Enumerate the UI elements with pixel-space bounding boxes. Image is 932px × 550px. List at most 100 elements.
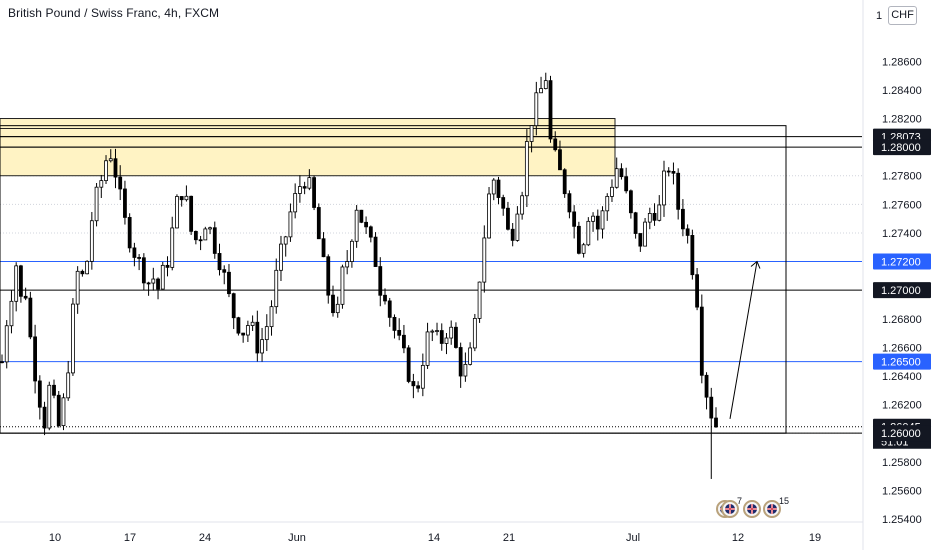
time-tick-label: Jun — [288, 532, 306, 544]
candle-body — [274, 269, 279, 308]
candle-body — [33, 336, 37, 382]
candle-body — [47, 384, 52, 429]
candle-body — [146, 282, 151, 285]
price-tag-background — [873, 282, 931, 299]
uk-flag-icon[interactable] — [743, 500, 761, 518]
candle-body — [118, 176, 123, 190]
candle-body — [340, 266, 345, 305]
range-box-rectangle[interactable] — [0, 125, 787, 434]
time-tick-label: 12 — [732, 532, 744, 544]
price-tag: 1.28000 — [873, 139, 931, 156]
candle-body — [279, 243, 283, 271]
time-tick-label: 10 — [49, 532, 61, 544]
candle-body — [264, 326, 269, 341]
price-tag: 1.27000 — [873, 282, 931, 299]
candle-body — [307, 177, 312, 189]
candle-body — [293, 193, 298, 213]
candle-body — [628, 190, 633, 214]
candle-body — [416, 385, 421, 389]
uk-flag-icon[interactable]: 7 — [721, 496, 742, 518]
candle-body — [444, 337, 449, 344]
candle-body — [231, 293, 236, 319]
candle-body — [89, 220, 94, 262]
price-tick-label: 1.27600 — [882, 199, 922, 211]
candle-body — [297, 186, 302, 194]
candle-body — [28, 297, 33, 338]
candle-body — [42, 406, 47, 429]
price-tag-background — [873, 353, 931, 370]
candle-body — [354, 209, 359, 242]
candle-body — [576, 225, 581, 254]
candle-body — [160, 264, 165, 290]
candle-body — [463, 363, 468, 377]
candle-body — [19, 265, 23, 297]
event-count: 15 — [779, 496, 789, 506]
candle-body — [373, 236, 378, 267]
candle-body — [435, 330, 439, 332]
price-tags: 1.280731.280001.272001.270001.265001.260… — [873, 128, 931, 449]
candle-body — [364, 221, 368, 228]
candle-body — [704, 374, 709, 398]
candle-body — [137, 257, 142, 259]
candle-body — [472, 317, 477, 349]
candle-body — [14, 265, 19, 302]
event-count: 7 — [737, 496, 742, 506]
price-tick-label: 1.26600 — [882, 342, 922, 354]
price-tick-label: 1.26400 — [882, 371, 922, 383]
candle-body — [681, 208, 685, 230]
candle-body — [217, 253, 222, 271]
candle-body — [458, 347, 463, 377]
price-tick-label: 1.28200 — [882, 114, 922, 126]
uk-flag-icon[interactable]: 15 — [763, 496, 789, 518]
candle-body — [397, 329, 402, 336]
candle-body — [52, 384, 56, 396]
candle-body — [378, 266, 383, 296]
candle-body — [368, 226, 373, 238]
price-tick-label: 1.27800 — [882, 171, 922, 183]
candle-body — [255, 321, 260, 354]
price-tick-label: 1.26200 — [882, 400, 922, 412]
projection-arrow[interactable] — [729, 260, 761, 419]
time-tick-label: 19 — [809, 532, 821, 544]
candle-body — [37, 380, 42, 408]
candle-body — [260, 339, 264, 354]
time-tick-label: 21 — [503, 532, 515, 544]
price-tag: 1.26500 — [873, 353, 931, 370]
candle-body — [652, 213, 657, 221]
candle-body — [543, 80, 548, 89]
price-tag: 1.26000 — [873, 425, 931, 442]
candle-body — [506, 207, 510, 230]
candle-body — [647, 213, 652, 223]
candle-body — [510, 228, 515, 241]
candle-body — [581, 244, 586, 254]
candle-body — [245, 325, 250, 336]
currency-button[interactable]: CHF — [888, 6, 917, 25]
price-axis[interactable]: 1.28600 1.28400 1.28200 1.27800 1.27600 1.274… — [882, 56, 922, 526]
candle-body — [127, 217, 132, 249]
candle-body — [321, 238, 326, 258]
price-tag: 1.27200 — [873, 253, 931, 270]
candle-body — [468, 347, 473, 365]
candle-body — [638, 233, 643, 247]
candle-body — [316, 207, 321, 240]
candle-body — [165, 264, 170, 268]
economic-events[interactable]: 7 15 — [716, 496, 789, 518]
candle-body — [345, 261, 350, 268]
candle-body — [534, 92, 539, 127]
candle-body — [449, 326, 454, 339]
time-axis[interactable]: 10 17 24 Jun 14 21 Jul 12 19 — [49, 532, 821, 544]
arrow-head — [750, 260, 761, 269]
candle-body — [156, 278, 160, 290]
time-tick-label: 17 — [124, 532, 136, 544]
candle-body — [283, 236, 288, 245]
candle-body — [501, 197, 506, 209]
candle-body — [208, 227, 212, 230]
price-tick-label: 1.25400 — [882, 514, 922, 526]
price-tag-label: 1.26500 — [881, 357, 921, 369]
candle-body — [614, 168, 619, 188]
candle-body — [487, 193, 491, 239]
price-tag-background — [873, 425, 931, 442]
